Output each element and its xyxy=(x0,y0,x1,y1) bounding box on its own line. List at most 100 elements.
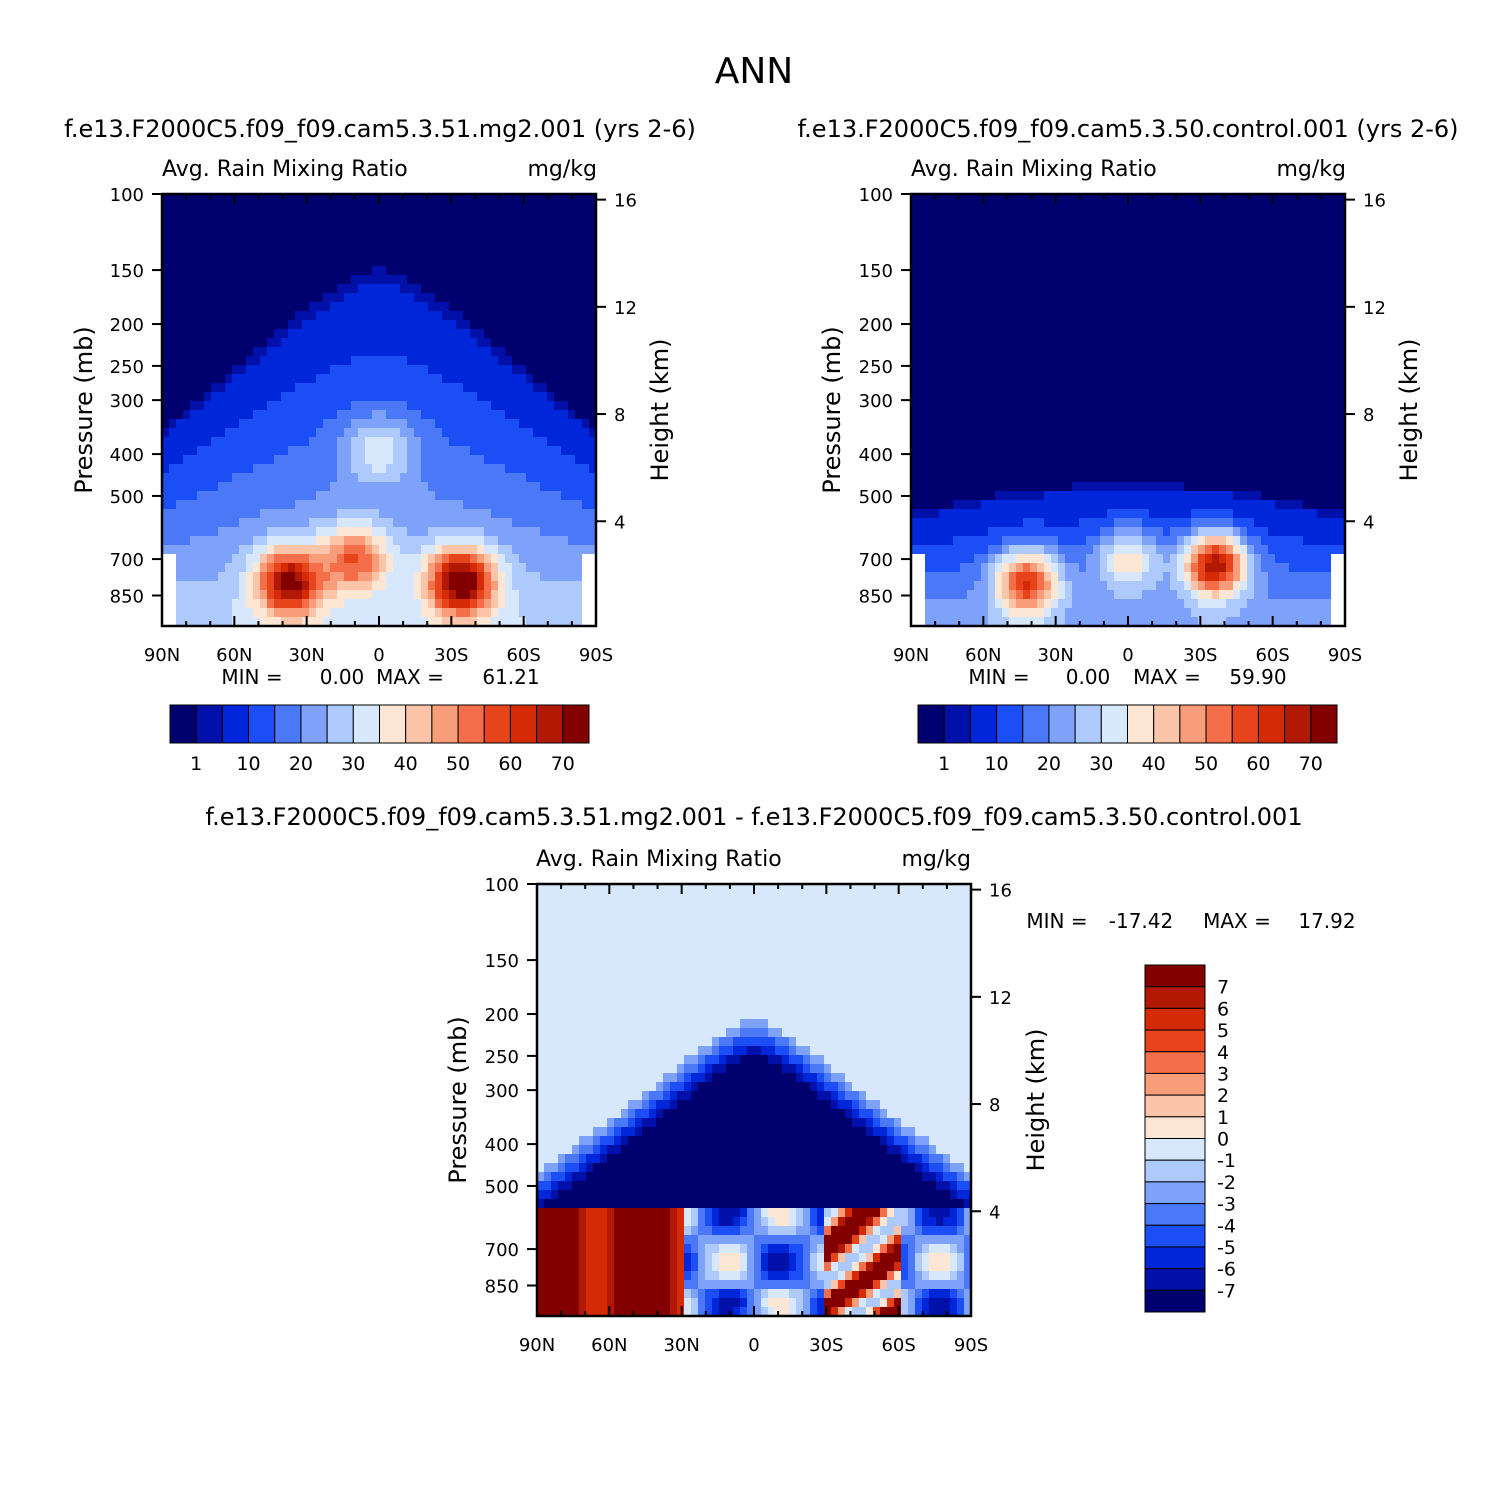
contour-cell xyxy=(435,527,443,537)
contour-cell xyxy=(358,257,366,267)
contour-cell xyxy=(526,320,534,330)
contour-cell xyxy=(946,410,954,420)
contour-cell xyxy=(358,221,366,231)
contour-cell xyxy=(1009,347,1017,357)
contour-cell xyxy=(1268,446,1276,456)
contour-cell xyxy=(1156,356,1164,366)
contour-cell xyxy=(582,617,590,627)
contour-cell xyxy=(911,365,919,375)
contour-cell xyxy=(1079,392,1087,402)
contour-cell xyxy=(225,194,233,204)
contour-cell xyxy=(393,473,401,483)
contour-cell xyxy=(372,401,380,411)
contour-cell xyxy=(1331,347,1339,357)
contour-cell xyxy=(946,194,954,204)
contour-cell xyxy=(358,356,366,366)
contour-cell xyxy=(295,212,303,222)
contour-cell xyxy=(337,419,345,429)
contour-cell xyxy=(358,410,366,420)
contour-cell xyxy=(1009,311,1017,321)
contour-cell xyxy=(1023,437,1031,447)
contour-cell xyxy=(1226,437,1234,447)
contour-cell xyxy=(1156,284,1164,294)
contour-cell xyxy=(1114,320,1122,330)
contour-cell xyxy=(1093,356,1101,366)
contour-cell xyxy=(1023,194,1031,204)
contour-cell xyxy=(1247,293,1255,303)
contour-cell xyxy=(561,410,569,420)
contour-cell xyxy=(589,599,597,609)
contour-cell xyxy=(547,374,555,384)
contour-cell xyxy=(589,293,597,303)
contour-cell xyxy=(1282,410,1290,420)
contour-cell xyxy=(372,527,380,537)
contour-cell xyxy=(477,599,485,609)
contour-cell xyxy=(561,212,569,222)
contour-cell xyxy=(386,383,394,393)
contour-cell xyxy=(1170,365,1178,375)
contour-cell xyxy=(568,482,576,492)
contour-cell xyxy=(1149,320,1157,330)
contour-cell xyxy=(1156,239,1164,249)
contour-cell xyxy=(344,617,352,627)
contour-cell xyxy=(1324,410,1332,420)
contour-cell xyxy=(491,482,499,492)
contour-cell xyxy=(1282,392,1290,402)
contour-cell xyxy=(1212,320,1220,330)
contour-cell xyxy=(288,275,296,285)
contour-cell xyxy=(386,194,394,204)
contour-cell xyxy=(1065,464,1073,474)
contour-cell xyxy=(1072,302,1080,312)
contour-cell xyxy=(1310,428,1318,438)
contour-cell xyxy=(575,338,583,348)
contour-cell xyxy=(1261,392,1269,402)
contour-cell xyxy=(1163,293,1171,303)
contour-cell xyxy=(225,455,233,465)
contour-cell xyxy=(491,221,499,231)
contour-cell xyxy=(1065,374,1073,384)
contour-cell xyxy=(442,554,450,564)
contour-cell xyxy=(1170,392,1178,402)
colorbar-box xyxy=(379,704,407,744)
contour-cell xyxy=(1240,221,1248,231)
contour-cell xyxy=(302,482,310,492)
contour-cell xyxy=(1086,266,1094,276)
contour-cell xyxy=(190,374,198,384)
colorbar-label: 50 xyxy=(446,753,470,775)
contour-cell xyxy=(1191,419,1199,429)
contour-cell xyxy=(386,482,394,492)
contour-cell xyxy=(365,599,373,609)
contour-cell xyxy=(918,320,926,330)
contour-cell xyxy=(491,284,499,294)
contour-cell xyxy=(582,212,590,222)
contour-cell xyxy=(218,536,226,546)
contour-cell xyxy=(316,437,324,447)
contour-cell xyxy=(379,563,387,573)
contour-cell xyxy=(169,212,177,222)
contour-cell xyxy=(1002,428,1010,438)
contour-cell xyxy=(246,455,254,465)
contour-cell xyxy=(176,293,184,303)
contour-cell xyxy=(1233,221,1241,231)
contour-cell xyxy=(435,428,443,438)
contour-cell xyxy=(1065,410,1073,420)
contour-cell xyxy=(1100,239,1108,249)
contour-cell xyxy=(540,428,548,438)
contour-cell xyxy=(162,365,170,375)
contour-cell xyxy=(554,338,562,348)
contour-cell xyxy=(456,581,464,591)
contour-cell xyxy=(176,239,184,249)
contour-cell xyxy=(568,509,576,519)
contour-cell xyxy=(267,356,275,366)
max-value: 59.90 xyxy=(1229,665,1286,689)
contour-cell xyxy=(939,365,947,375)
contour-cell xyxy=(232,482,240,492)
contour-cell xyxy=(953,194,961,204)
contour-cell xyxy=(309,338,317,348)
contour-cell xyxy=(1254,212,1262,222)
contour-cell xyxy=(337,455,345,465)
contour-cell xyxy=(1275,446,1283,456)
contour-cell xyxy=(302,266,310,276)
contour-cell xyxy=(491,563,499,573)
contour-cell xyxy=(491,500,499,510)
